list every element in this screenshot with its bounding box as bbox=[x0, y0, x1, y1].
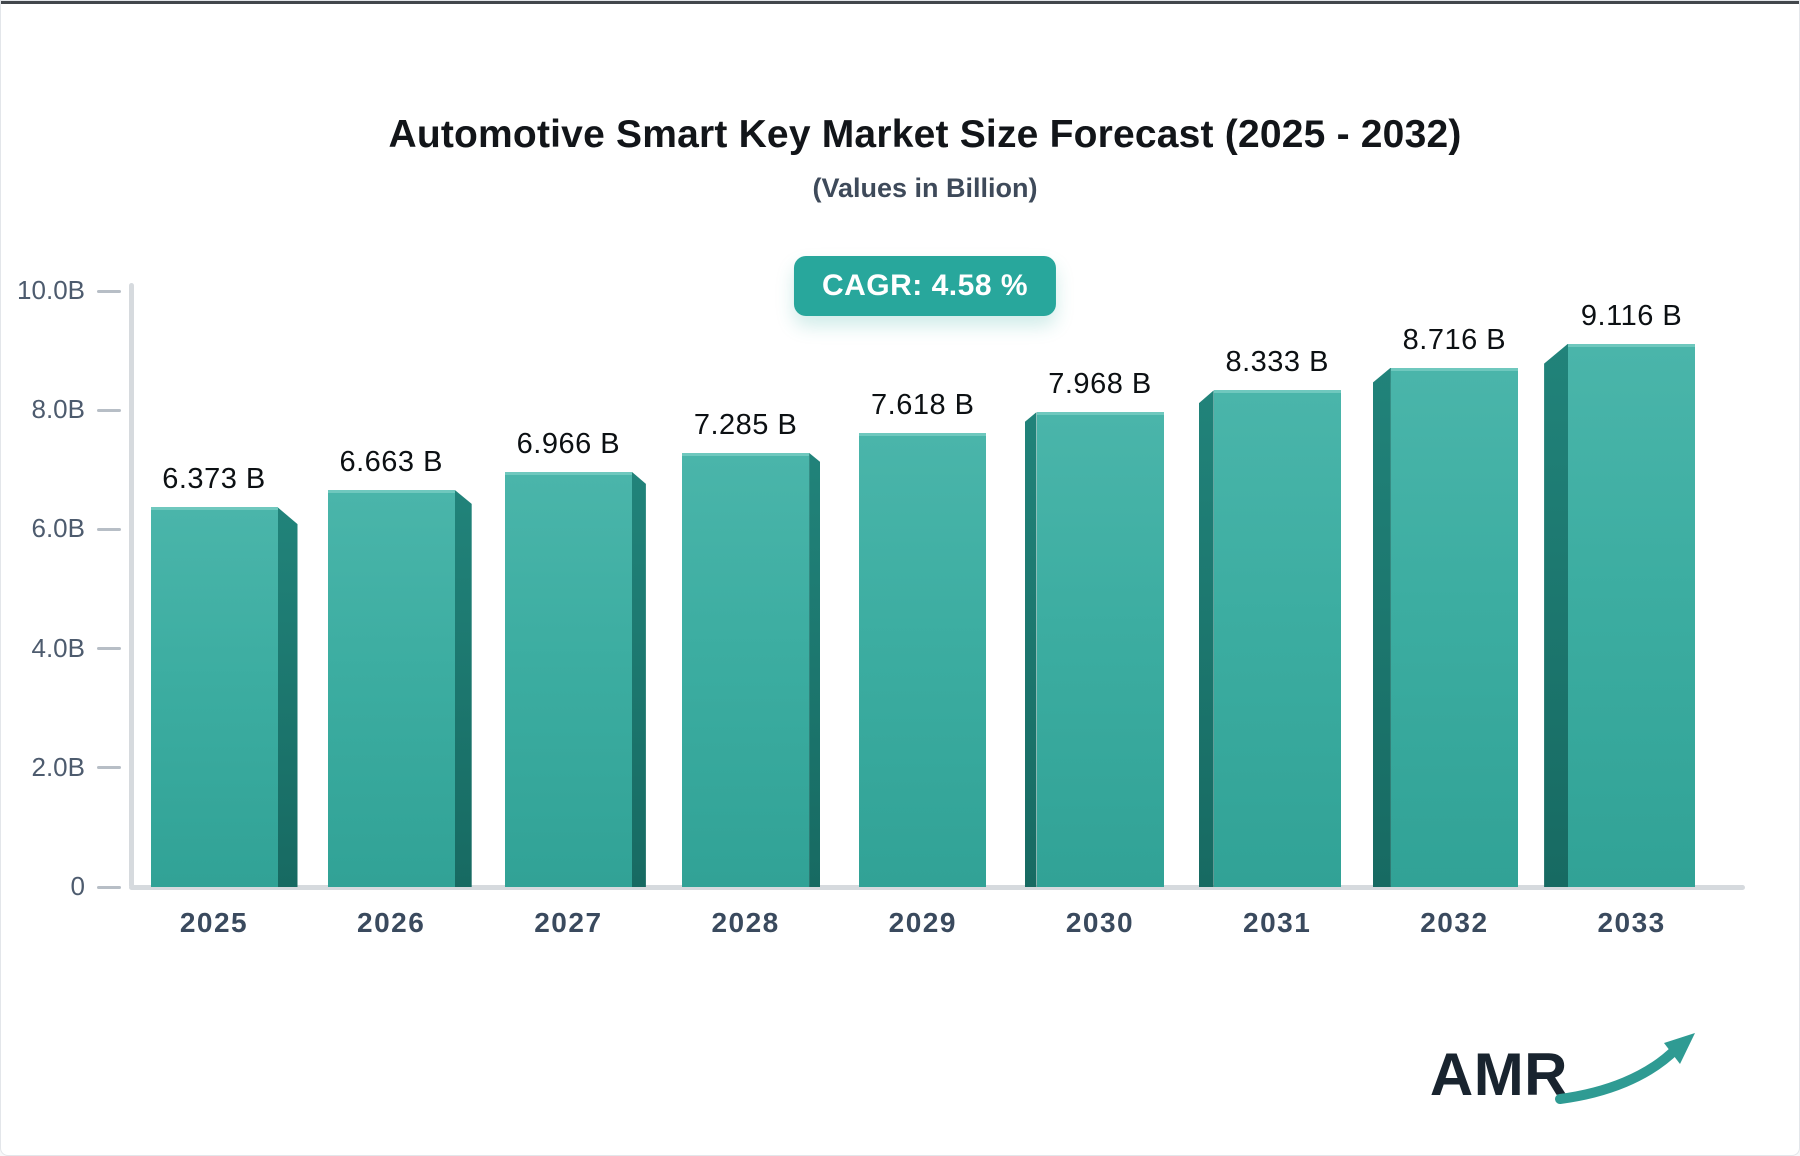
y-axis-tick-label: 2.0B bbox=[31, 751, 86, 782]
bar-side-3d bbox=[454, 489, 472, 887]
y-axis-tick-label: 8.0B bbox=[31, 394, 86, 425]
x-axis-label-2029: 2029 bbox=[888, 907, 957, 938]
bar-side-3d bbox=[1372, 367, 1391, 887]
x-axis-label-2026: 2026 bbox=[357, 907, 426, 938]
bar-face bbox=[682, 452, 810, 887]
bar-value-label-2031: 8.333 B bbox=[1225, 346, 1329, 379]
chart-title: Automotive Smart Key Market Size Forecas… bbox=[388, 113, 1462, 156]
x-axis-label-2032: 2032 bbox=[1420, 907, 1489, 938]
y-axis-line bbox=[129, 283, 134, 888]
y-axis-tick bbox=[97, 885, 121, 889]
bar-value-label-2030: 7.968 B bbox=[1048, 368, 1152, 401]
bar-face bbox=[1390, 367, 1518, 887]
y-axis-tick bbox=[97, 408, 121, 412]
bar-side-3d bbox=[1544, 343, 1569, 887]
bar-face bbox=[1036, 412, 1164, 887]
bar-2026 bbox=[327, 489, 472, 887]
bar-2029 bbox=[859, 432, 987, 887]
bar-side-3d bbox=[809, 452, 821, 887]
y-axis-tick bbox=[97, 527, 121, 531]
y-axis-tick-label: 6.0B bbox=[31, 513, 86, 544]
top-edge-divider bbox=[1, 1, 1799, 4]
x-axis-label-2033: 2033 bbox=[1597, 907, 1666, 938]
bar-value-label-2032: 8.716 B bbox=[1402, 323, 1507, 356]
x-axis-label-2030: 2030 bbox=[1065, 907, 1135, 938]
bar-2025 bbox=[150, 507, 298, 887]
bar-face bbox=[327, 489, 455, 887]
x-axis-label-2031: 2031 bbox=[1243, 907, 1312, 938]
amr-logo: AMR bbox=[1430, 1027, 1704, 1105]
y-axis-tick bbox=[97, 766, 121, 770]
bar-side-3d bbox=[277, 507, 298, 887]
bar-face bbox=[150, 507, 278, 887]
bar-value-label-2029: 7.618 B bbox=[871, 388, 975, 421]
bar-face bbox=[859, 432, 987, 887]
x-axis-line bbox=[129, 885, 1745, 890]
bar-2030 bbox=[1024, 412, 1164, 887]
bar-side-3d bbox=[631, 471, 646, 887]
bar-face bbox=[1213, 390, 1341, 887]
bar-value-label-2025: 6.373 B bbox=[162, 463, 266, 496]
bar-2028 bbox=[682, 452, 821, 887]
amr-logo-text: AMR bbox=[1429, 1041, 1568, 1108]
chart-subtitle: (Values in Billion) bbox=[812, 173, 1038, 203]
bar-2032 bbox=[1372, 367, 1518, 887]
bar-2033 bbox=[1544, 343, 1696, 887]
y-axis-tick-label: 4.0B bbox=[31, 632, 86, 663]
bar-2027 bbox=[504, 471, 646, 887]
bar-value-label-2033: 9.116 B bbox=[1580, 299, 1683, 332]
y-axis-tick-label: 0 bbox=[70, 871, 85, 901]
bar-face bbox=[1568, 343, 1696, 887]
growth-arrow-icon bbox=[1555, 1033, 1695, 1104]
bar-value-label-2028: 7.285 B bbox=[693, 408, 798, 441]
bar-2031 bbox=[1198, 390, 1341, 887]
bar-value-label-2027: 6.966 B bbox=[516, 427, 621, 460]
y-axis-tick bbox=[97, 289, 121, 293]
x-axis-label-2027: 2027 bbox=[534, 907, 603, 938]
y-axis-tick-label: 10.0B bbox=[17, 275, 85, 305]
bar-side-3d bbox=[1198, 390, 1214, 887]
x-axis-label-2028: 2028 bbox=[711, 907, 780, 938]
y-axis-tick bbox=[97, 647, 121, 651]
cagr-badge: CAGR: 4.58 % bbox=[793, 256, 1057, 316]
x-axis-label-2025: 2025 bbox=[179, 907, 249, 938]
bar-side-3d bbox=[1024, 412, 1037, 887]
bar-value-label-2026: 6.663 B bbox=[339, 445, 443, 478]
bar-face bbox=[504, 471, 632, 887]
